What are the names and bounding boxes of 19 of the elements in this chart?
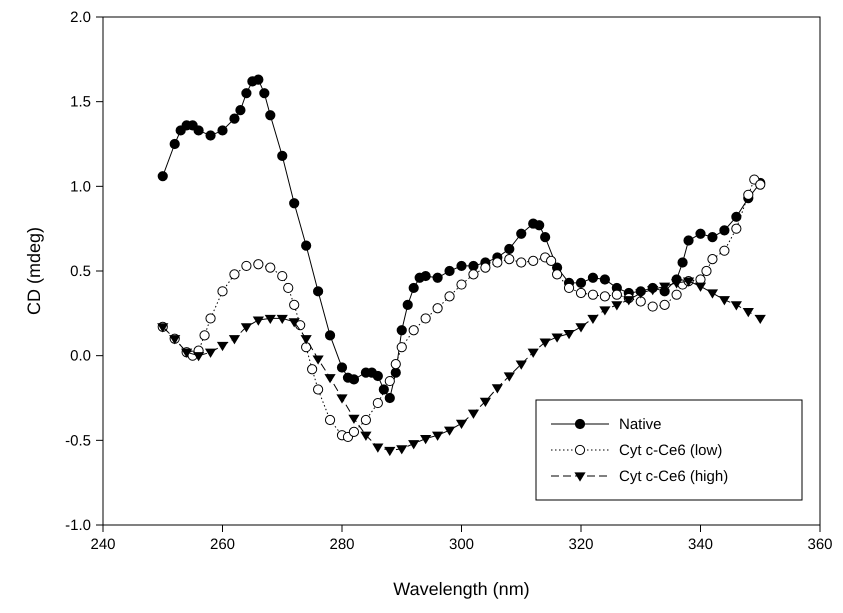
legend-label: Cyt c-Ce6 (high) (619, 468, 728, 485)
y-tick-label: 2.0 (70, 9, 91, 26)
x-tick-label: 340 (688, 536, 714, 553)
y-tick-label: 1.0 (70, 178, 91, 196)
y-tick-label: 0.5 (70, 263, 91, 280)
y-tick-label: -1.0 (65, 517, 91, 534)
y-tick-label: -0.5 (65, 432, 91, 450)
x-tick-label: 260 (210, 536, 236, 553)
y-tick-label: 1.5 (70, 94, 91, 111)
x-tick-label: 300 (448, 536, 474, 553)
x-tick-label: 320 (568, 536, 594, 553)
legend-label: Cyt c-Ce6 (low) (619, 442, 722, 459)
x-tick-label: 360 (807, 536, 833, 553)
legend-label: Native (619, 416, 662, 433)
y-tick-label: 0.0 (70, 348, 91, 365)
x-axis-title: Wavelength (nm) (393, 579, 530, 599)
x-tick-label: 240 (90, 536, 116, 553)
y-axis-title: CD (mdeg) (24, 226, 44, 316)
x-tick-label: 280 (329, 536, 355, 553)
